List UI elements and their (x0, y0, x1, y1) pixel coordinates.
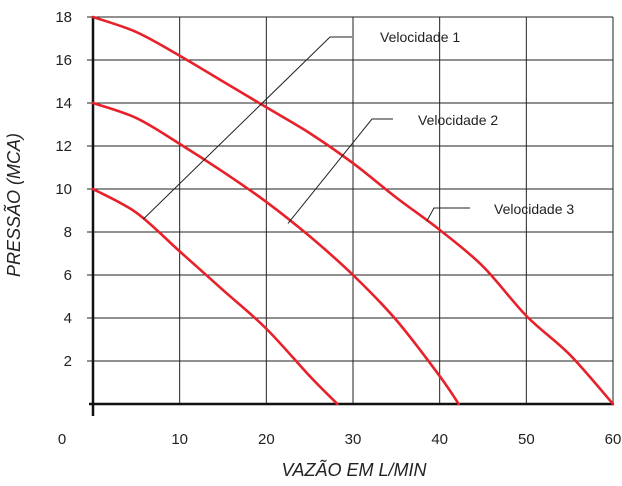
leader-line-velocidade-3 (426, 207, 470, 222)
y-tick-label: 14 (55, 95, 72, 112)
curve-label-velocidade-1: Velocidade 1 (380, 29, 460, 45)
x-tick-labels: 0 10 20 30 40 50 60 (58, 431, 622, 448)
leader-line-velocidade-1 (142, 36, 352, 220)
x-tick-label: 40 (431, 431, 448, 448)
x-tick-label: 20 (258, 431, 275, 448)
y-tick-label: 16 (55, 52, 72, 69)
y-tick-labels: 2 4 6 8 10 12 14 16 18 (55, 9, 72, 370)
y-tick-label: 6 (64, 267, 72, 284)
leader-line-velocidade-2 (287, 118, 393, 224)
x-tick-label: 0 (58, 431, 66, 448)
x-tick-label: 50 (518, 431, 535, 448)
y-axis-title: PRESSÃO (MCA) (3, 133, 24, 277)
x-tick-label: 30 (345, 431, 362, 448)
x-tick-label: 10 (171, 431, 188, 448)
curve-label-velocidade-2: Velocidade 2 (418, 112, 498, 128)
grid (93, 16, 614, 404)
series-line-velocidade-1 (91, 187, 339, 406)
y-tick-label: 2 (64, 353, 72, 370)
x-tick-label: 60 (605, 431, 622, 448)
y-tick-label: 4 (64, 310, 72, 327)
series-line-velocidade-2 (91, 101, 461, 406)
curve-label-velocidade-3: Velocidade 3 (494, 201, 574, 217)
series-line-velocidade-3 (91, 15, 615, 406)
y-tick-label: 8 (64, 224, 72, 241)
y-tick-label: 10 (55, 181, 72, 198)
y-tick-label: 18 (55, 9, 72, 26)
y-tick-label: 12 (55, 138, 72, 155)
x-axis-title: VAZÃO EM L/MIN (281, 459, 427, 480)
curve-labels: Velocidade 1 Velocidade 2 Velocidade 3 (142, 29, 574, 224)
